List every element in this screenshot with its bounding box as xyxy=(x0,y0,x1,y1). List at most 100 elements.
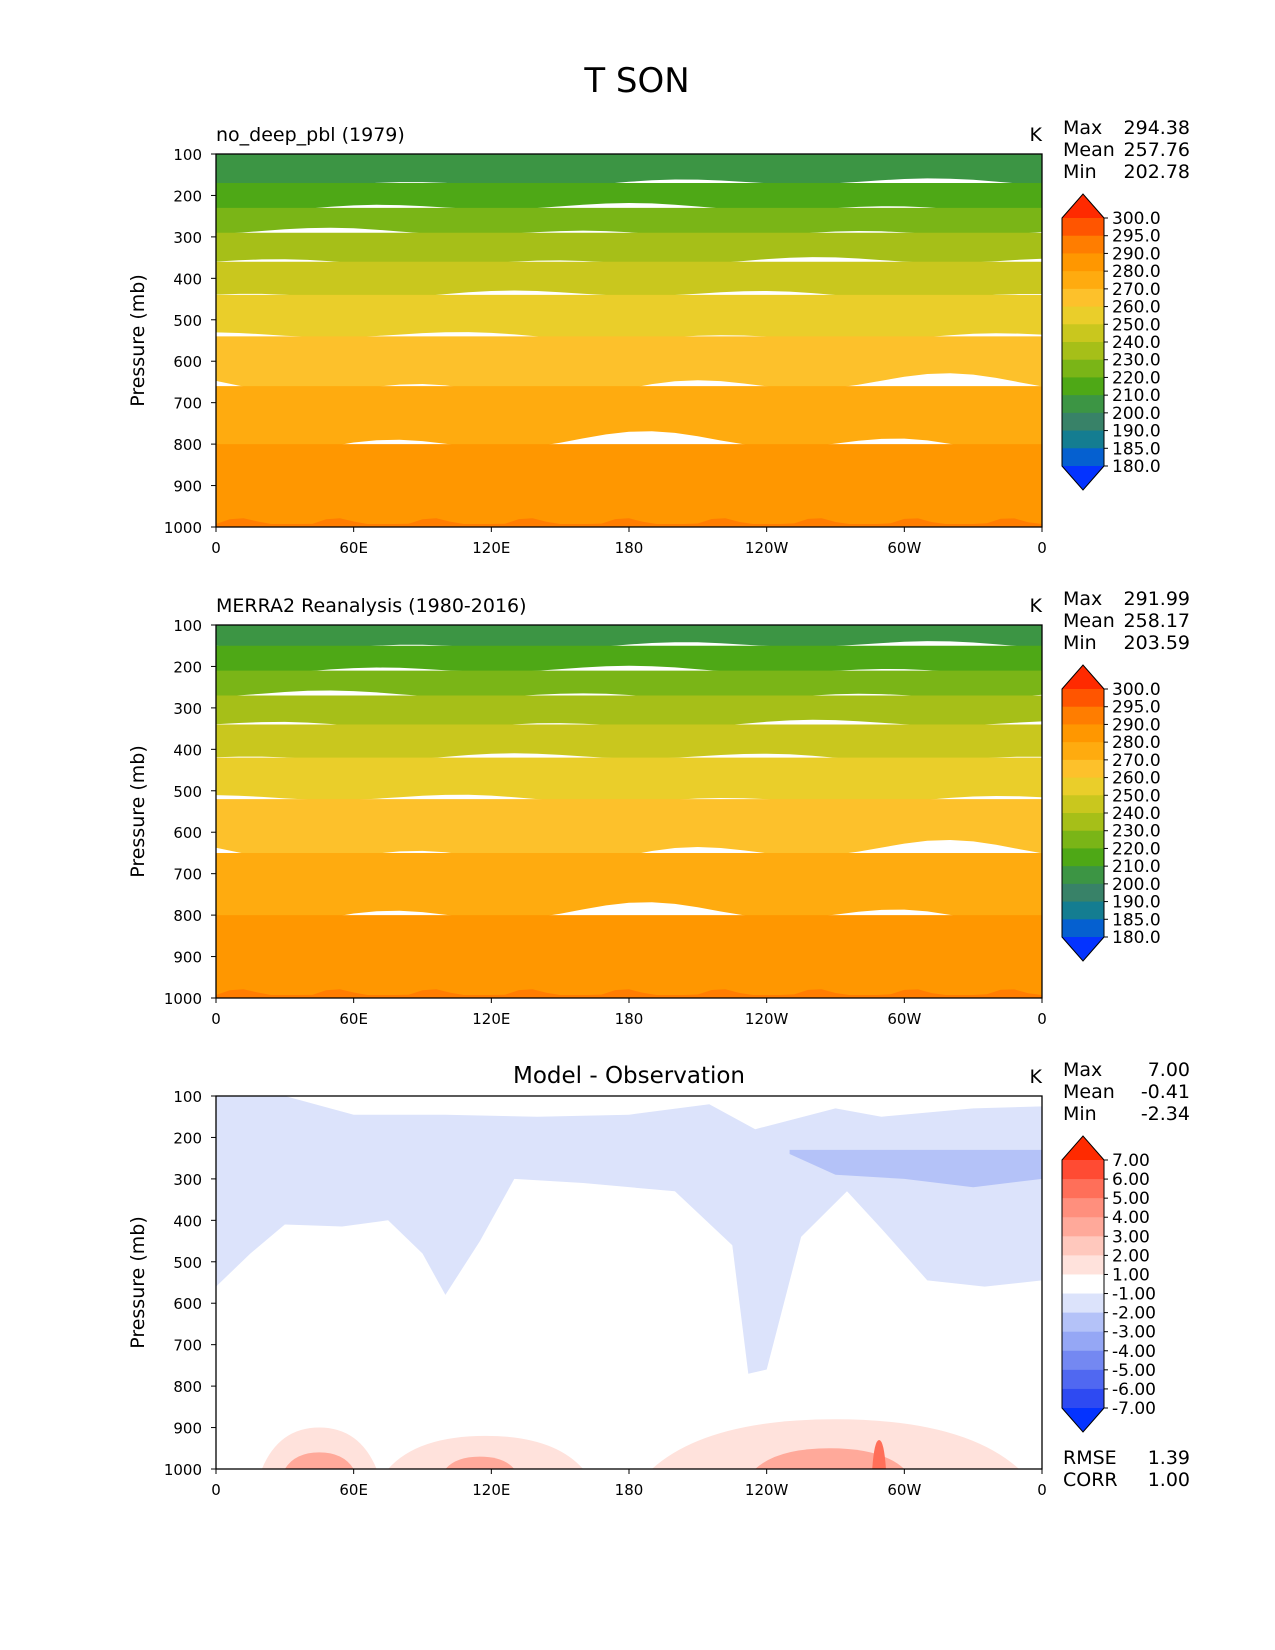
colorbar-segment xyxy=(1062,901,1104,920)
colorbar-segment xyxy=(1062,1350,1104,1371)
colorbar-label: 190.0 xyxy=(1112,893,1161,913)
y-tick-label: 400 xyxy=(173,1212,202,1230)
colorbar-label: -2.00 xyxy=(1112,1304,1156,1324)
colorbar-segment xyxy=(1062,883,1104,903)
colorbar-label: 270.0 xyxy=(1112,280,1161,300)
colorbar-segment xyxy=(1062,377,1104,396)
y-axis-label: Pressure (mb) xyxy=(127,745,149,878)
y-tick-label: 100 xyxy=(173,146,202,164)
y-tick-label: 700 xyxy=(173,1337,202,1355)
colorbar-segment xyxy=(1062,1274,1104,1295)
colorbar-segment xyxy=(1062,848,1104,867)
y-tick-label: 200 xyxy=(173,658,202,676)
y-tick-label: 800 xyxy=(173,907,202,925)
x-tick-label: 180 xyxy=(615,539,644,557)
colorbar-label: 220.0 xyxy=(1112,839,1161,859)
stat-label: Mean xyxy=(1063,610,1115,632)
colorbar-label: 250.0 xyxy=(1112,315,1161,335)
colorbar-segment xyxy=(1062,1217,1104,1237)
units-label: K xyxy=(1030,124,1043,146)
stat-label: Min xyxy=(1063,632,1097,654)
contour-band-2 xyxy=(216,183,1042,213)
colorbar-label: 200.0 xyxy=(1112,404,1161,424)
anomaly-region-2 xyxy=(284,1096,1042,1130)
colorbar-label: 2.00 xyxy=(1112,1246,1150,1266)
colorbar-label: 7.00 xyxy=(1112,1151,1150,1171)
colorbar: 300.0295.0290.0280.0270.0260.0250.0240.0… xyxy=(1061,664,1161,962)
warm-anomaly-1 xyxy=(261,1427,377,1469)
colorbar-segment xyxy=(1062,1179,1104,1199)
colorbar-label: 230.0 xyxy=(1112,822,1161,842)
colorbar-segment xyxy=(1062,412,1104,432)
colorbar-label: 280.0 xyxy=(1112,733,1161,753)
colorbar-segment xyxy=(1062,1160,1104,1180)
stat-value: 291.99 xyxy=(1124,588,1190,610)
colorbar-segment xyxy=(1062,342,1104,361)
panel-1: 100 200 300 400 500 600 700 800 900 1000 0 60E 120E 1… xyxy=(127,117,1190,557)
panel-title: no_deep_pbl (1979) xyxy=(216,124,405,146)
y-tick-label: 500 xyxy=(173,312,202,330)
colorbar-extend-max xyxy=(1062,665,1104,689)
contour-band-9 xyxy=(216,915,1042,998)
y-tick-label: 300 xyxy=(173,229,202,247)
colorbar-segment xyxy=(1062,359,1104,378)
surface-warm-band xyxy=(216,989,1042,998)
contour-band-6 xyxy=(216,294,1042,341)
colorbar-label: 295.0 xyxy=(1112,227,1161,247)
y-tick-label: 1000 xyxy=(164,519,202,537)
colorbar-label: 290.0 xyxy=(1112,244,1161,264)
colorbar-segment xyxy=(1062,795,1104,814)
contour-band-8 xyxy=(216,852,1042,928)
colorbar-label: 300.0 xyxy=(1112,209,1161,229)
y-tick-label: 500 xyxy=(173,783,202,801)
stat-label: Max xyxy=(1063,588,1102,610)
colorbar-label: -5.00 xyxy=(1112,1361,1156,1381)
y-tick-label: 1000 xyxy=(164,1461,202,1479)
colorbar-segment xyxy=(1062,1255,1104,1275)
anomaly-region-3 xyxy=(789,1149,1042,1188)
x-tick-label: 60E xyxy=(339,1481,368,1499)
panel-2: 100 200 300 400 500 600 700 800 900 1000 0 60E 120E 1… xyxy=(127,588,1190,1028)
colorbar-extend-max xyxy=(1062,1136,1104,1160)
warm-anomaly-4 xyxy=(284,1452,354,1469)
colorbar-segment xyxy=(1062,1388,1104,1409)
colorbar-label: 295.0 xyxy=(1112,698,1161,718)
colorbar-segment xyxy=(1062,271,1104,290)
contour-band-7 xyxy=(216,336,1042,399)
colorbar-label: 5.00 xyxy=(1112,1189,1150,1209)
colorbar-label: -1.00 xyxy=(1112,1285,1156,1305)
colorbar-segment xyxy=(1062,777,1104,796)
colorbar-segment xyxy=(1062,1198,1104,1218)
panel-title: Model - Observation xyxy=(513,1063,745,1089)
colorbar-extend-min xyxy=(1062,466,1104,490)
colorbar-segment xyxy=(1062,324,1104,343)
colorbar-segment xyxy=(1062,1293,1104,1314)
warm-anomaly-3 xyxy=(651,1419,1020,1469)
colorbar-label: -3.00 xyxy=(1112,1323,1156,1343)
colorbar-label: -4.00 xyxy=(1112,1342,1156,1362)
stat-value: 1.00 xyxy=(1148,1469,1190,1491)
x-tick-label: 0 xyxy=(1037,539,1047,557)
x-tick-label: 180 xyxy=(615,1010,644,1028)
x-tick-label: 120W xyxy=(745,1010,789,1028)
colorbar-label: 280.0 xyxy=(1112,262,1161,282)
contour-band-5 xyxy=(216,261,1042,299)
y-axis-label: Pressure (mb) xyxy=(127,274,149,407)
contour-band-3 xyxy=(216,207,1042,238)
colorbar-label: 200.0 xyxy=(1112,875,1161,895)
colorbar-extend-min xyxy=(1062,937,1104,961)
contour-band-9 xyxy=(216,444,1042,527)
stat-label: CORR xyxy=(1063,1469,1118,1491)
contour-band-1 xyxy=(216,625,1042,651)
warm-anomaly-7 xyxy=(872,1439,886,1469)
colorbar-label: 180.0 xyxy=(1112,457,1161,477)
colorbar-segment xyxy=(1062,1312,1104,1333)
colorbar-label: 240.0 xyxy=(1112,804,1161,824)
y-tick-label: 300 xyxy=(173,700,202,718)
y-tick-label: 600 xyxy=(173,824,202,842)
colorbar-label: 300.0 xyxy=(1112,680,1161,700)
stat-label: Min xyxy=(1063,161,1097,183)
colorbar-segment xyxy=(1062,830,1104,849)
y-tick-label: 900 xyxy=(173,949,202,967)
colorbar-segment xyxy=(1062,288,1104,308)
